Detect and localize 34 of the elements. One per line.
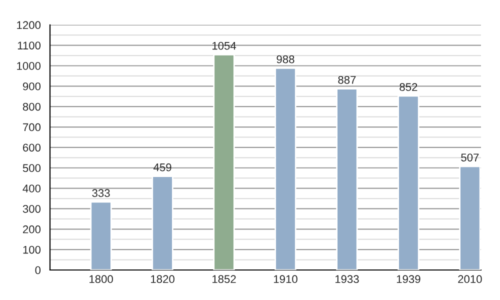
y-tick-label: 1100 (18, 42, 41, 50)
bar (90, 201, 112, 270)
data-label: 333 (92, 189, 110, 198)
y-tick-label: 300 (22, 204, 41, 213)
bar (459, 166, 481, 270)
bar (398, 95, 420, 270)
bar (152, 176, 174, 270)
y-tick-label: 800 (22, 102, 41, 111)
data-label: 1054 (212, 42, 236, 50)
x-tick-label: 1939 (396, 275, 420, 284)
y-tick-label: 400 (22, 184, 41, 192)
y-tick-label: 500 (22, 164, 41, 172)
x-tick-label: 2010 (458, 275, 482, 284)
data-label: 988 (276, 55, 294, 64)
data-label: 852 (400, 83, 418, 92)
x-tick-label: 1910 (274, 275, 298, 284)
y-tick-label: 1000 (17, 62, 41, 70)
y-tick-label: 200 (22, 225, 41, 234)
y-tick-label: 100 (23, 246, 41, 254)
data-label: 459 (154, 163, 172, 172)
data-label: 887 (338, 76, 356, 84)
y-tick-label: 1200 (17, 21, 41, 30)
bar (274, 68, 296, 270)
bar (336, 88, 358, 270)
y-tick-label: 900 (22, 82, 41, 90)
y-tick-label: 600 (23, 144, 41, 152)
x-tick-label: 1800 (90, 275, 113, 284)
x-tick-label: 1852 (212, 275, 236, 284)
x-tick-label: 1820 (151, 275, 174, 284)
data-label: 507 (461, 154, 479, 162)
y-tick-label: 700 (23, 123, 41, 132)
y-tick-label: 0 (35, 266, 41, 274)
bar (213, 54, 235, 270)
x-tick-label: 1933 (335, 275, 359, 284)
